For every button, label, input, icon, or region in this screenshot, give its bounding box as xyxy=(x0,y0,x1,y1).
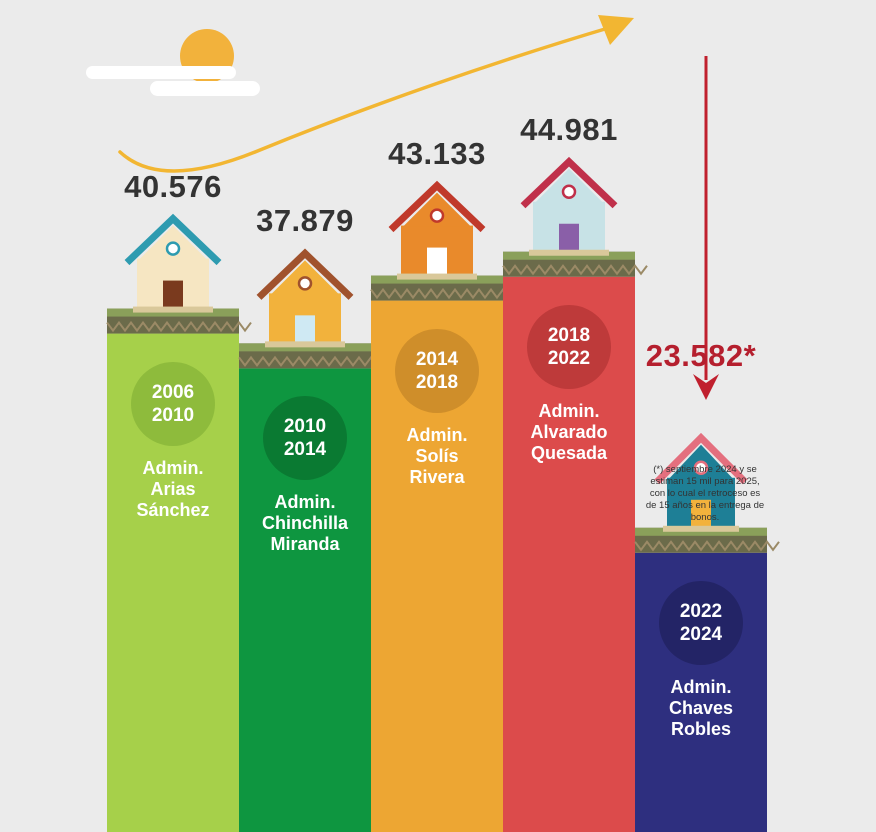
admin-label-line: Chaves xyxy=(668,697,734,718)
house-roof xyxy=(256,248,354,300)
admin-label-line: Admin. xyxy=(670,676,732,697)
value-label-4: 44.981 xyxy=(520,111,618,147)
admin-label-line: Miranda xyxy=(270,534,340,555)
admin-label-2: Admin. Chinchilla Miranda xyxy=(235,492,375,555)
admin-label-5: Admin. Chaves Robles xyxy=(631,677,771,740)
house-window xyxy=(165,241,181,256)
period-end: 2024 xyxy=(679,623,723,645)
value-label-5: 23.582* xyxy=(645,337,757,373)
house-roof xyxy=(388,180,486,233)
admin-label-line: Admin. xyxy=(274,492,336,513)
period-circle-5: 2022 2024 xyxy=(659,580,743,665)
admin-label-line: Robles xyxy=(670,718,731,739)
admin-label-line: Solís xyxy=(415,445,459,466)
period-end: 2018 xyxy=(415,371,459,393)
period-end: 2022 xyxy=(547,347,591,369)
house-door xyxy=(559,223,579,254)
cloud-icon xyxy=(86,66,260,96)
period-start: 2022 xyxy=(679,600,723,622)
house-icon xyxy=(256,248,354,348)
footnote-annotation: (*) septiembre 2024 y se estiman 15 mil … xyxy=(645,464,765,523)
value-label-3: 43.133 xyxy=(388,135,486,171)
trend-up-arrow xyxy=(118,15,634,173)
value-label-2: 37.879 xyxy=(256,203,354,239)
house-icon xyxy=(124,213,222,313)
period-start: 2006 xyxy=(151,381,195,403)
house-door xyxy=(295,315,315,346)
house-icon xyxy=(520,156,618,256)
house-icon xyxy=(654,432,748,532)
admin-label-line: Admin. xyxy=(406,424,468,445)
admin-label-line: Admin. xyxy=(538,400,600,421)
house-roof xyxy=(124,213,222,266)
admin-label-line: Alvarado xyxy=(530,421,608,442)
period-start: 2010 xyxy=(283,416,327,438)
admin-label-3: Admin. Solís Rivera xyxy=(367,425,507,488)
bars-layer xyxy=(106,156,780,832)
house-door xyxy=(163,280,183,311)
house-roof xyxy=(520,156,618,209)
house-icon xyxy=(388,180,486,280)
period-start: 2018 xyxy=(547,324,591,346)
house-window xyxy=(693,460,709,476)
admin-label-4: Admin. Alvarado Quesada xyxy=(499,401,639,464)
bar-group-1 xyxy=(106,308,252,832)
admin-label-line: Admin. xyxy=(142,457,204,478)
house-roof xyxy=(654,432,748,485)
admin-label-line: Sánchez xyxy=(136,499,210,520)
house-window xyxy=(429,208,445,223)
period-start: 2014 xyxy=(415,348,459,370)
admin-label-line: Chinchilla xyxy=(261,513,348,534)
admin-label-1: Admin. Arias Sánchez xyxy=(103,458,243,521)
period-circle-2: 2010 2014 xyxy=(263,396,347,481)
house-window xyxy=(297,276,313,291)
period-end: 2014 xyxy=(283,439,327,461)
admin-label-line: Quesada xyxy=(530,442,608,463)
admin-label-line: Arias xyxy=(150,478,196,499)
value-label-1: 40.576 xyxy=(124,168,222,204)
admin-label-line: Rivera xyxy=(409,466,465,487)
bar-group-2 xyxy=(238,343,384,832)
house-window xyxy=(561,184,577,199)
drop-down-arrow xyxy=(693,56,719,400)
house-door xyxy=(691,499,711,530)
period-circle-4: 2018 2022 xyxy=(527,304,611,389)
period-circle-1: 2006 2010 xyxy=(131,361,215,446)
house-door xyxy=(427,247,447,278)
period-end: 2010 xyxy=(151,404,195,426)
period-circle-3: 2014 2018 xyxy=(395,328,479,413)
